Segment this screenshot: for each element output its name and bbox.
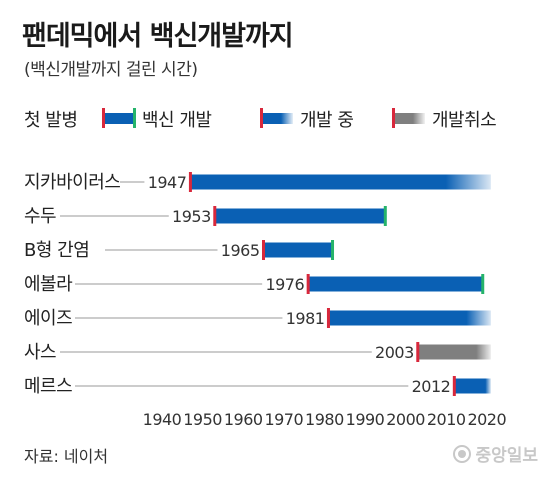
outbreak-year-label: 1976 xyxy=(265,275,304,294)
timeline-bar xyxy=(454,378,491,394)
brand-logo-icon xyxy=(453,444,472,463)
x-tick-label: 2000 xyxy=(386,410,425,429)
legend-in-development-label: 개발 중 xyxy=(300,110,354,131)
legend-in-development-swatch xyxy=(263,113,293,124)
legend-start-mark xyxy=(102,108,105,128)
disease-name: 사스 xyxy=(24,342,56,363)
disease-name: 에볼라 xyxy=(24,274,73,295)
outbreak-mark xyxy=(262,240,265,260)
x-tick-label: 1950 xyxy=(183,410,222,429)
outbreak-year-label: 1965 xyxy=(221,241,260,260)
timeline-bar xyxy=(190,174,491,190)
vaccine-mark xyxy=(331,240,335,260)
outbreak-mark xyxy=(452,376,456,396)
outbreak-mark xyxy=(416,342,420,362)
legend-dev-start-mark xyxy=(260,108,263,128)
chart-title: 팬데믹에서 백신개발까지 xyxy=(22,21,294,52)
legend-cancelled-label: 개발취소 xyxy=(432,110,497,131)
outbreak-year-label: 2003 xyxy=(375,343,414,362)
outbreak-year-label: 1947 xyxy=(148,173,187,192)
disease-row: 에이즈 1981 xyxy=(24,308,491,329)
disease-row: B형 간염 1965 xyxy=(24,240,335,261)
timeline-bar xyxy=(417,344,491,360)
legend-first-outbreak-label: 첫 발병 xyxy=(24,110,78,131)
outbreak-mark xyxy=(213,206,217,226)
x-tick-label: 2010 xyxy=(427,410,466,429)
disease-name: 지카바이러스 xyxy=(24,172,120,193)
disease-row: 지카바이러스 1947 xyxy=(24,172,491,193)
vaccine-mark xyxy=(481,274,485,294)
source-note: 자료: 네이처 xyxy=(24,447,109,466)
disease-row: 수두 1953 xyxy=(24,206,387,227)
x-tick-label: 1960 xyxy=(224,410,263,429)
timeline-bar xyxy=(328,310,491,326)
x-tick-label: 1940 xyxy=(143,410,182,429)
vaccine-mark xyxy=(383,206,387,226)
disease-name: 에이즈 xyxy=(24,308,72,329)
chart-subtitle: (백신개발까지 걸린 시간) xyxy=(24,60,198,80)
disease-row: 에볼라 1976 xyxy=(24,274,485,295)
legend-cancel-start-mark xyxy=(392,108,395,128)
brand-watermark: 중앙일보 xyxy=(453,441,538,466)
legend-developed-label: 백신 개발 xyxy=(142,110,212,131)
x-tick-label: 2020 xyxy=(467,410,506,429)
timeline-bar xyxy=(308,276,483,292)
timeline-bar xyxy=(263,242,333,258)
x-tick-label: 1990 xyxy=(346,410,385,429)
x-tick-label: 1970 xyxy=(264,410,303,429)
disease-name: B형 간염 xyxy=(24,240,89,261)
legend-end-mark xyxy=(133,108,136,128)
outbreak-year-label: 1953 xyxy=(172,207,211,226)
brand-name: 중앙일보 xyxy=(475,446,538,466)
timeline-bar xyxy=(214,208,386,224)
disease-name: 수두 xyxy=(24,206,56,227)
x-tick-label: 1980 xyxy=(305,410,344,429)
outbreak-year-label: 1981 xyxy=(286,309,325,328)
disease-row: 메르스 2012 xyxy=(24,376,491,397)
disease-name: 메르스 xyxy=(24,376,72,397)
legend-developed-swatch xyxy=(105,113,133,124)
outbreak-mark xyxy=(188,172,192,192)
legend-cancelled-swatch xyxy=(395,113,425,124)
disease-row: 사스 2003 xyxy=(24,342,491,363)
legend: 첫 발병 백신 개발 개발 중 개발취소 xyxy=(24,104,544,132)
outbreak-year-label: 2012 xyxy=(412,377,451,396)
outbreak-mark xyxy=(326,308,330,328)
outbreak-mark xyxy=(306,274,310,294)
